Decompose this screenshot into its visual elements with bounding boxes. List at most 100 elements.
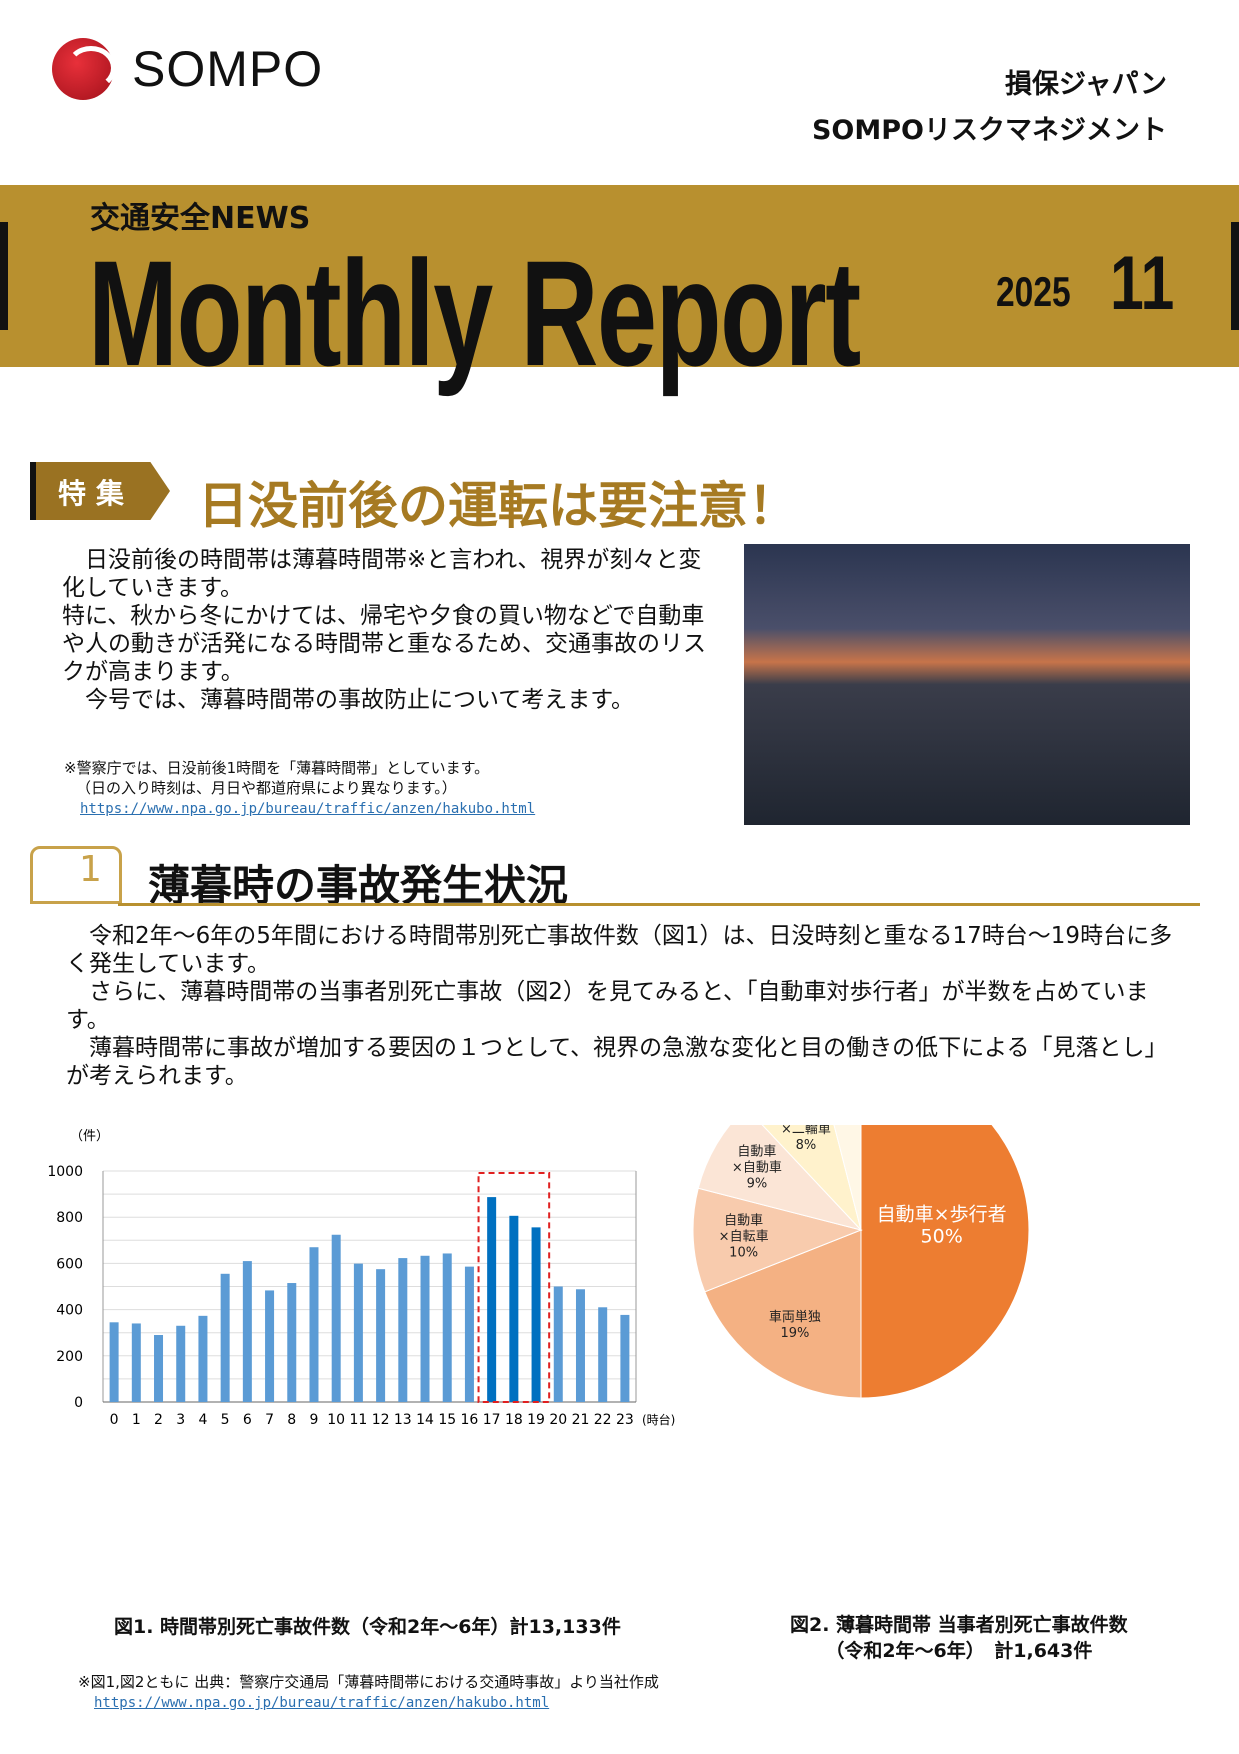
x-tick-label: 10 xyxy=(327,1412,345,1428)
npa-link[interactable]: https://www.npa.go.jp/bureau/traffic/anz… xyxy=(80,801,536,817)
section-paragraph: さらに、薄暮時間帯の当事者別死亡事故（図2）を見てみると、「自動車対歩行者」が半… xyxy=(66,979,1149,1033)
y-tick-label: 400 xyxy=(56,1303,83,1319)
bar-0 xyxy=(109,1322,119,1402)
x-tick-label: 16 xyxy=(461,1412,479,1428)
section-title: 薄暮時の事故発生状況 xyxy=(148,861,569,910)
bar-14 xyxy=(420,1255,430,1402)
sompo-logo-mark xyxy=(52,38,116,100)
source-link[interactable]: https://www.npa.go.jp/bureau/traffic/anz… xyxy=(94,1695,550,1711)
company-name-1: 損保ジャパン xyxy=(1005,69,1167,100)
bar-3 xyxy=(176,1325,186,1402)
bar-12 xyxy=(376,1269,386,1402)
pie-label: ×自動車 xyxy=(732,1160,782,1175)
issue-year: 2025 xyxy=(996,268,1071,315)
x-tick-label: 17 xyxy=(483,1412,501,1428)
x-tick-label: 13 xyxy=(394,1412,412,1428)
intro-paragraph: 今号では、薄暮時間帯の事故防止について考えます。 xyxy=(62,687,635,713)
x-tick-label: 6 xyxy=(243,1412,252,1428)
x-tick-label: 11 xyxy=(349,1412,367,1428)
y-tick-label: 600 xyxy=(56,1256,83,1272)
pie-slice xyxy=(704,1229,862,1399)
x-axis-unit: (時台) xyxy=(642,1412,675,1427)
pie-value: 50% xyxy=(921,1226,963,1248)
pie-slice xyxy=(833,1125,862,1231)
intro-paragraph: 日没前後の時間帯は薄暮時間帯※と言われ、視界が刻々と変化していきます。 xyxy=(62,547,702,601)
pie-slice xyxy=(692,1187,863,1293)
bar-17 xyxy=(487,1197,497,1402)
highlight-box xyxy=(477,1172,551,1403)
company-name-2: SOMPOリスクマネジメント xyxy=(811,115,1167,146)
pie-slice xyxy=(761,1125,862,1231)
pie-slice xyxy=(697,1125,863,1231)
x-tick-label: 12 xyxy=(372,1412,390,1428)
bar-2 xyxy=(154,1335,164,1402)
y-tick-label: 1000 xyxy=(47,1164,83,1180)
bar-15 xyxy=(442,1253,452,1402)
footnote-line: ※警察庁では、日没前後1時間を「薄暮時間帯」としています。 xyxy=(64,759,490,777)
bar-4 xyxy=(198,1315,208,1402)
bar-21 xyxy=(575,1289,585,1402)
feature-tag: 特集 xyxy=(30,462,170,520)
source-text: ※図1,図2ともに 出典：警察庁交通局「薄暮時間帯における交通時事故」より当社作… xyxy=(78,1673,659,1691)
x-tick-label: 2 xyxy=(154,1412,163,1428)
pie-label: ×二輪車 xyxy=(781,1125,831,1137)
intro-text: 日没前後の時間帯は薄暮時間帯※と言われ、視界が刻々と変化していきます。 特に、秋… xyxy=(62,546,722,714)
x-tick-label: 1 xyxy=(132,1412,141,1428)
figure1-caption: 図1. 時間帯別死亡事故件数（令和2年～6年）計13,133件 xyxy=(114,1616,621,1638)
source-note: ※図1,図2ともに 出典：警察庁交通局「薄暮時間帯における交通時事故」より当社作… xyxy=(78,1672,659,1713)
pie-label: 自動車 xyxy=(724,1213,763,1228)
footnote-line: （日の入り時刻は、月日や都道府県により異なります。） xyxy=(76,779,457,797)
bar-16 xyxy=(464,1266,474,1402)
x-tick-label: 0 xyxy=(110,1412,119,1428)
y-tick-label: 0 xyxy=(74,1395,83,1411)
section-text: 令和2年～6年の5年間における時間帯別死亡事故件数（図1）は、日没時刻と重なる1… xyxy=(66,922,1186,1090)
bar-10 xyxy=(331,1234,341,1402)
pie-value: 9% xyxy=(747,1176,768,1191)
dusk-street-photo xyxy=(744,544,1190,825)
pie-label: ×自転車 xyxy=(719,1229,769,1244)
x-tick-label: 8 xyxy=(287,1412,296,1428)
band-accent-right xyxy=(1231,222,1239,330)
y-tick-label: 200 xyxy=(56,1349,83,1365)
pie-slice xyxy=(860,1125,1030,1399)
bar-8 xyxy=(287,1283,297,1402)
x-tick-label: 4 xyxy=(198,1412,207,1428)
y-axis-unit: （件） xyxy=(70,1129,109,1144)
bar-18 xyxy=(509,1215,519,1402)
pie-value: 10% xyxy=(729,1245,758,1260)
y-tick-label: 800 xyxy=(56,1210,83,1226)
pie-value: 19% xyxy=(780,1326,809,1341)
footnote: ※警察庁では、日没前後1時間を「薄暮時間帯」としています。 （日の入り時刻は、月… xyxy=(64,758,535,819)
x-tick-label: 7 xyxy=(265,1412,274,1428)
bar-9 xyxy=(309,1247,319,1402)
figure2-caption: 図2. 薄暮時間帯 当事者別死亡事故件数 （令和2年～6年） 計1,643件 xyxy=(790,1612,1128,1664)
x-tick-label: 20 xyxy=(549,1412,567,1428)
pie-label: 車両単独 xyxy=(769,1309,821,1325)
header-band xyxy=(0,185,1239,367)
intro-paragraph: 特に、秋から冬にかけては、帰宅や夕食の買い物などで自動車や人の動きが活発になる時… xyxy=(62,603,706,685)
bar-19 xyxy=(531,1227,541,1402)
section-paragraph: 令和2年～6年の5年間における時間帯別死亡事故件数（図1）は、日没時刻と重なる1… xyxy=(66,923,1173,977)
x-tick-label: 19 xyxy=(527,1412,545,1428)
issue-month: 11 xyxy=(1110,241,1175,326)
pie-value: 8% xyxy=(796,1138,817,1153)
section-divider xyxy=(118,903,1200,906)
report-title: Monthly Report xyxy=(88,229,861,397)
bar-23 xyxy=(620,1314,630,1402)
bar-5 xyxy=(220,1273,230,1402)
x-tick-label: 21 xyxy=(572,1412,590,1428)
section-paragraph: 薄暮時間帯に事故が増加する要因の１つとして、視界の急激な変化と目の働きの低下によ… xyxy=(66,1035,1168,1089)
feature-headline: 日没前後の運転は要注意！ xyxy=(198,477,798,535)
x-tick-label: 15 xyxy=(438,1412,456,1428)
bar-1 xyxy=(131,1323,141,1402)
bar-20 xyxy=(553,1286,563,1402)
x-tick-label: 18 xyxy=(505,1412,523,1428)
pie-label: 自動車×歩行者 xyxy=(877,1204,1007,1226)
figure2-subtitle: （令和2年～6年） 計1,643件 xyxy=(825,1640,1093,1662)
x-tick-label: 23 xyxy=(616,1412,634,1428)
bar-11 xyxy=(353,1263,363,1402)
bar-22 xyxy=(598,1307,608,1402)
bar-7 xyxy=(265,1290,275,1402)
x-tick-label: 9 xyxy=(310,1412,319,1428)
